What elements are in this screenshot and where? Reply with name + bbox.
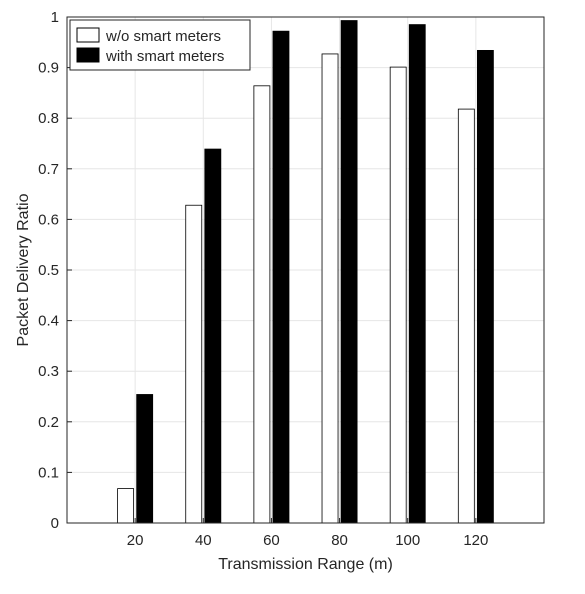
bar <box>457 108 475 524</box>
y-tick-label: 0 <box>51 515 59 532</box>
bar <box>321 53 339 524</box>
bar <box>340 20 358 524</box>
bar <box>272 30 290 524</box>
x-tick-label: 80 <box>331 532 348 549</box>
legend-label: w/o smart meters <box>105 28 221 45</box>
bar <box>117 488 135 524</box>
y-tick-label: 0.4 <box>38 313 59 330</box>
y-tick-label: 0.5 <box>38 262 59 279</box>
y-tick-label: 0.8 <box>38 110 59 127</box>
bar <box>185 204 203 524</box>
legend: w/o smart meters with smart meters <box>69 19 251 71</box>
axis-ticks: 20 40 60 80 100 120 0 0.1 0.2 0.3 0.4 0.5 0.6 0.7 0.8 0… <box>38 9 488 549</box>
y-tick-label: 0.9 <box>38 60 59 77</box>
legend-label: with smart meters <box>105 48 224 65</box>
bar <box>204 148 222 524</box>
y-tick-label: 1 <box>51 9 59 26</box>
bar <box>389 66 407 524</box>
x-tick-label: 100 <box>395 532 420 549</box>
y-tick-label: 0.2 <box>38 414 59 431</box>
x-axis-label: Transmission Range (m) <box>218 556 393 573</box>
bar <box>136 394 154 524</box>
legend-box <box>69 19 251 71</box>
x-tick-label: 20 <box>127 532 144 549</box>
y-tick-label: 0.7 <box>38 161 59 178</box>
y-tick-label: 0.1 <box>38 464 59 481</box>
bar <box>253 85 271 524</box>
bar <box>476 49 494 524</box>
x-tick-label: 120 <box>463 532 488 549</box>
y-tick-label: 0.6 <box>38 211 59 228</box>
legend-swatch <box>76 47 100 63</box>
y-axis-label: Packet Delivery Ratio <box>15 193 32 346</box>
bar <box>408 24 426 524</box>
x-tick-label: 60 <box>263 532 280 549</box>
x-tick-label: 40 <box>195 532 212 549</box>
legend-swatch <box>76 27 100 43</box>
y-tick-label: 0.3 <box>38 363 59 380</box>
